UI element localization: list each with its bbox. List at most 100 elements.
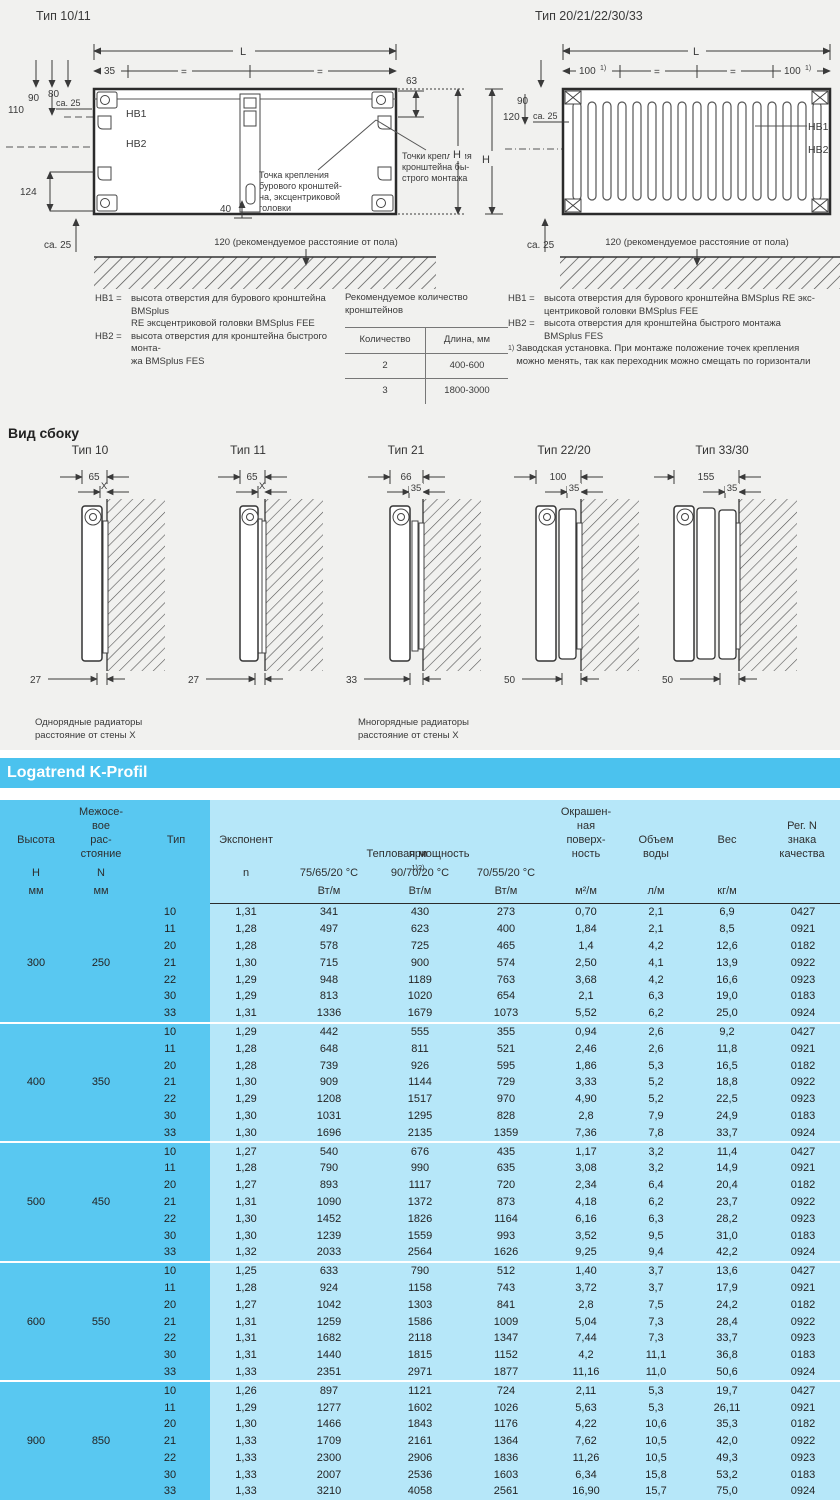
- reg-cell: 0183: [790, 1349, 816, 1362]
- exponent-cell: 1,31: [235, 906, 257, 919]
- spacing-cell: 550: [91, 1315, 111, 1328]
- reg-cell: 0923: [790, 1093, 816, 1106]
- power90-cell: 926: [410, 1059, 430, 1072]
- exponent-cell: 1,30: [235, 1229, 257, 1242]
- power70-cell: 1359: [493, 1126, 519, 1139]
- surface-cell: 6,16: [575, 1212, 597, 1225]
- weight-cell: 36,8: [716, 1349, 738, 1362]
- dim-bottom: 27: [188, 675, 200, 686]
- weight-cell: 22,5: [716, 1093, 738, 1106]
- type-cell: 20: [163, 1179, 177, 1192]
- weight-cell: 12,6: [716, 939, 738, 952]
- quick-mount-note: Точки крепления кронштейна бы-строго монт…: [402, 151, 472, 183]
- power90-cell: 1559: [407, 1229, 433, 1242]
- exponent-cell: 1,31: [235, 1332, 257, 1345]
- dim-depth: 65: [88, 472, 100, 483]
- reg-cell: 0922: [790, 1076, 816, 1089]
- surface-cell: 11,26: [572, 1451, 600, 1464]
- type-cell: 11: [164, 1401, 176, 1414]
- power75-cell: 1440: [316, 1349, 342, 1362]
- factory-setting-note: Заводская установка. При монтаже положен…: [516, 343, 811, 367]
- col-reg: Рег. N знака качества: [779, 820, 825, 860]
- reg-cell: 0427: [790, 1384, 816, 1397]
- reg-cell: 0924: [790, 1246, 816, 1259]
- sub-H: H: [32, 867, 40, 879]
- table-row: 21 1,30 909 1144 729 3,33 5,2 18,8 0922: [0, 1074, 840, 1091]
- radiator-panel: [389, 505, 411, 662]
- volume-cell: 10,5: [645, 1451, 667, 1464]
- power70-cell: 595: [496, 1059, 516, 1072]
- dim-80: 80: [48, 89, 60, 100]
- weight-cell: 50,6: [716, 1365, 738, 1378]
- weight-cell: 35,3: [716, 1418, 738, 1431]
- reg-cell: 0923: [790, 1332, 816, 1345]
- type-cell: 30: [163, 1349, 177, 1362]
- power75-cell: 442: [319, 1025, 339, 1038]
- type-cell: 30: [163, 1229, 177, 1242]
- table-row: 600 550 10 1,25 633 790 512 1,40 3,7 13,6 0427: [0, 1262, 840, 1327]
- hb1-definition: высота отверстия для бурового кронштейна…: [544, 293, 815, 317]
- height-group-500: 500 450 10 1,27 540 676 435 1,17 3,2 11,4 0427 11 1,…: [0, 1142, 840, 1262]
- surface-cell: 1,84: [575, 923, 597, 936]
- surface-cell: 3,68: [575, 973, 597, 986]
- table-row: 33 1,30 1696 2135 1359 7,36 7,8 33,7 0924: [0, 1124, 840, 1142]
- power70-cell: 724: [496, 1384, 516, 1397]
- power70-cell: 1164: [494, 1212, 518, 1225]
- unit-wm-3: Вт/м: [494, 885, 518, 897]
- radiator-panel: [673, 505, 695, 662]
- weight-cell: 28,2: [716, 1212, 738, 1225]
- radiator-panel: [81, 505, 103, 662]
- side-view-drawing: 65 X 27: [188, 469, 323, 686]
- surface-cell: 2,8: [578, 1298, 594, 1311]
- table-row: 30 1,30 1239 1559 993 3,52 9,5 31,0 0183: [0, 1227, 840, 1244]
- dim-90: 90: [517, 96, 529, 107]
- exponent-cell: 1,33: [235, 1485, 257, 1498]
- surface-cell: 1,40: [575, 1265, 597, 1278]
- col-surface: Окрашен- ная поверх- ность: [560, 806, 612, 860]
- weight-cell: 49,3: [716, 1451, 738, 1464]
- wall-bracket: [418, 522, 425, 650]
- bracket-count-value: 2: [345, 353, 426, 379]
- type-cell: 21: [163, 1076, 177, 1089]
- temp-70-55-20: 70/55/20 °C: [476, 867, 536, 879]
- dim-bottom: 33: [346, 675, 358, 686]
- power75-cell: 2007: [316, 1468, 342, 1481]
- exponent-cell: 1,30: [235, 1418, 257, 1431]
- volume-cell: 9,4: [648, 1246, 664, 1259]
- surface-cell: 7,44: [575, 1332, 597, 1345]
- power70-cell: 841: [496, 1298, 516, 1311]
- dim-H: H: [482, 154, 490, 166]
- reg-cell: 0427: [790, 1145, 816, 1158]
- power90-cell: 1144: [408, 1076, 432, 1089]
- side-view-title: Тип 21: [387, 443, 425, 457]
- unit-lm: л/м: [647, 885, 665, 897]
- surface-cell: 2,34: [575, 1179, 597, 1192]
- weight-cell: 26,11: [713, 1401, 741, 1414]
- surface-cell: 2,11: [575, 1384, 597, 1397]
- exponent-cell: 1,27: [235, 1179, 257, 1192]
- power75-cell: 813: [319, 990, 339, 1003]
- spacing-cell: 850: [91, 1435, 111, 1448]
- type-cell: 10: [163, 1145, 177, 1158]
- reg-cell: 0923: [790, 1451, 816, 1464]
- table-row: 20 1,28 578 725 465 1,4 4,2 12,6 0182: [0, 938, 840, 955]
- exponent-cell: 1,33: [235, 1365, 257, 1378]
- bracket-count-block: Рекомендуемое количество кронштейнов Кол…: [345, 292, 508, 404]
- col-power-at: при: [408, 848, 428, 860]
- power90-cell: 1517: [407, 1093, 433, 1106]
- power90-cell: 1189: [408, 973, 432, 986]
- power90-cell: 1372: [407, 1195, 433, 1208]
- exponent-cell: 1,30: [235, 1126, 257, 1139]
- dim-depth: 66: [400, 472, 412, 483]
- weight-cell: 8,5: [719, 923, 735, 936]
- surface-cell: 3,33: [575, 1076, 597, 1089]
- power70-cell: 1364: [493, 1435, 519, 1448]
- power90-cell: 725: [410, 939, 430, 952]
- type-cell: 30: [163, 1468, 177, 1481]
- reg-cell: 0924: [790, 1126, 816, 1139]
- product-banner: Logatrend K-Profil: [0, 758, 840, 788]
- wall-hatch: [265, 499, 323, 671]
- power75-cell: 897: [319, 1384, 339, 1397]
- side-view-type-10: Тип 10 65 X 27: [12, 443, 168, 711]
- volume-cell: 6,4: [648, 1179, 664, 1192]
